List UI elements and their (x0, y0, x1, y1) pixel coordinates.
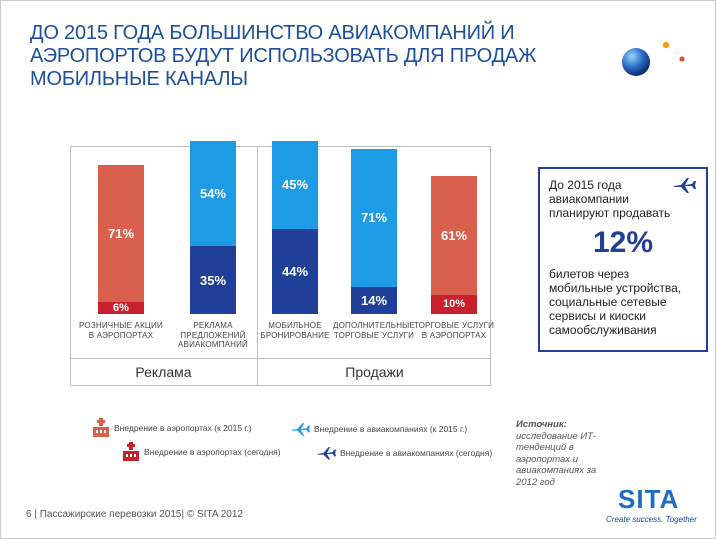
info-line: мобильные устройства, (549, 281, 682, 295)
legend-item-airline-2015: Внедрение в авиакомпаниях (к 2015 г.) (290, 420, 467, 438)
group-label-sales: Продажи (345, 364, 404, 380)
source-line: аэропортах и (516, 453, 578, 465)
source-note: Источник: исследование ИТ- тенденций в а… (516, 419, 616, 488)
source-label: Источник: (516, 419, 567, 430)
airport-icon (93, 418, 109, 437)
title-line: АЭРОПОРТОВ БУДУТ ИСПОЛЬЗОВАТЬ ДЛЯ ПРОДАЖ (30, 45, 537, 67)
bar-segment-today: 35% (190, 246, 236, 314)
info-line: сервисы и киоски (549, 309, 647, 323)
plane-icon (674, 178, 696, 193)
source-line: исследование ИТ- (516, 430, 597, 442)
bar-segment-2015: 61% (431, 176, 477, 295)
info-line: билетов через (549, 267, 630, 281)
legend-item-airline-today: Внедрение в авиакомпаниях (сегодня) (316, 444, 492, 462)
info-line: социальные сетевые (549, 295, 667, 309)
bar-segment-2015: 45% (272, 141, 318, 229)
legend-item-airport-today: Внедрение в аэропортах (сегодня) (122, 442, 281, 462)
info-line: авиакомпании (549, 192, 629, 206)
sita-logo: SITA (618, 484, 680, 514)
logo-tagline: Create success. Together (606, 515, 697, 524)
footer: 6 | Пассажирские перевозки 2015| © SITA … (26, 509, 243, 520)
footer-text: | Пассажирские перевозки 2015| © SITA 20… (34, 509, 243, 520)
group-label-divider (70, 358, 491, 359)
info-line: самообслуживания (549, 323, 657, 337)
category-label: РОЗНИЧНЫЕ АКЦИИ В АЭРОПОРТАХ (79, 321, 163, 340)
info-percent: 12% (592, 226, 654, 259)
title-line: МОБИЛЬНЫЕ КАНАЛЫ (30, 68, 248, 90)
info-text-top: До 2015 года авиакомпании планируют прод… (549, 178, 670, 220)
category-label: РЕКЛАМА ПРЕДЛОЖЕНИЙ АВИАКОМПАНИЙ (178, 321, 248, 349)
airport-icon (123, 442, 139, 461)
page-number: 6 (26, 509, 32, 520)
source-line: тенденций в (516, 442, 574, 453)
group-label-advertising: Реклама (135, 364, 192, 380)
legend-item-airport-2015: Внедрение в аэропортах (к 2015 г.) (92, 418, 252, 438)
title-line: ДО 2015 ГОДА БОЛЬШИНСТВО АВИАКОМПАНИЙ И (30, 22, 515, 44)
bar-segment-2015: 71% (351, 149, 397, 287)
legend-label: Внедрение в аэропортах (сегодня) (144, 447, 281, 457)
category-label: ДОПОЛНИТЕЛЬНЫЕ ТОРГОВЫЕ УСЛУГИ (332, 321, 416, 340)
plane-icon (317, 447, 336, 460)
group-divider (257, 146, 258, 386)
bar-segment-2015: 71% (98, 164, 144, 303)
info-line: планируют продавать (549, 206, 671, 220)
category-label: ТОРГОВЫЕ УСЛУГИ В АЭРОПОРТАХ (413, 321, 495, 340)
slide-title: ДО 2015 ГОДА БОЛЬШИНСТВО АВИАКОМПАНИЙ И … (30, 22, 590, 91)
category-label: МОБИЛЬНОЕ БРОНИРОВАНИЕ (260, 321, 330, 340)
bar-segment-today: 6% (98, 302, 144, 314)
legend-label: Внедрение в авиакомпаниях (сегодня) (340, 448, 493, 458)
plane-icon (291, 423, 310, 436)
source-line: 2012 год (516, 476, 555, 488)
bar-segment-today: 14% (351, 286, 397, 314)
info-line: До 2015 года (549, 178, 622, 192)
bar-segment-today: 10% (431, 294, 477, 314)
info-text-bottom: билетов через мобильные устройства, соци… (549, 267, 701, 337)
bar-segment-today: 44% (272, 228, 318, 314)
legend-label: Внедрение в аэропортах (к 2015 г.) (114, 423, 252, 433)
info-box: До 2015 года авиакомпании планируют прод… (538, 167, 708, 352)
legend-label: Внедрение в авиакомпаниях (к 2015 г.) (314, 424, 468, 434)
globe-logo-icon (622, 41, 685, 76)
source-line: авиакомпаниях за (516, 465, 597, 476)
bar-segment-2015: 54% (190, 141, 236, 247)
